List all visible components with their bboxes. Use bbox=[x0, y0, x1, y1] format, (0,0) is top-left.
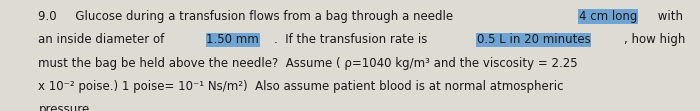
Text: an inside diameter of: an inside diameter of bbox=[38, 33, 169, 46]
Text: pressure.: pressure. bbox=[38, 103, 94, 111]
Text: with: with bbox=[654, 10, 683, 23]
Text: , how high: , how high bbox=[624, 33, 685, 46]
Text: 0.5 L in 20 minutes: 0.5 L in 20 minutes bbox=[477, 33, 591, 46]
Text: must the bag be held above the needle?  Assume ( ρ=1040 kg/m³ and the viscosity : must the bag be held above the needle? A… bbox=[38, 57, 578, 70]
Text: 4 cm long: 4 cm long bbox=[579, 10, 638, 23]
Text: .  If the transfusion rate is: . If the transfusion rate is bbox=[274, 33, 431, 46]
Text: 9.0     Glucose during a transfusion flows from a bag through a needle: 9.0 Glucose during a transfusion flows f… bbox=[38, 10, 457, 23]
Text: 1.50 mm: 1.50 mm bbox=[206, 33, 259, 46]
Text: x 10⁻² poise.) 1 poise= 10⁻¹ Ns/m²)  Also assume patient blood is at normal atmo: x 10⁻² poise.) 1 poise= 10⁻¹ Ns/m²) Also… bbox=[38, 80, 564, 93]
